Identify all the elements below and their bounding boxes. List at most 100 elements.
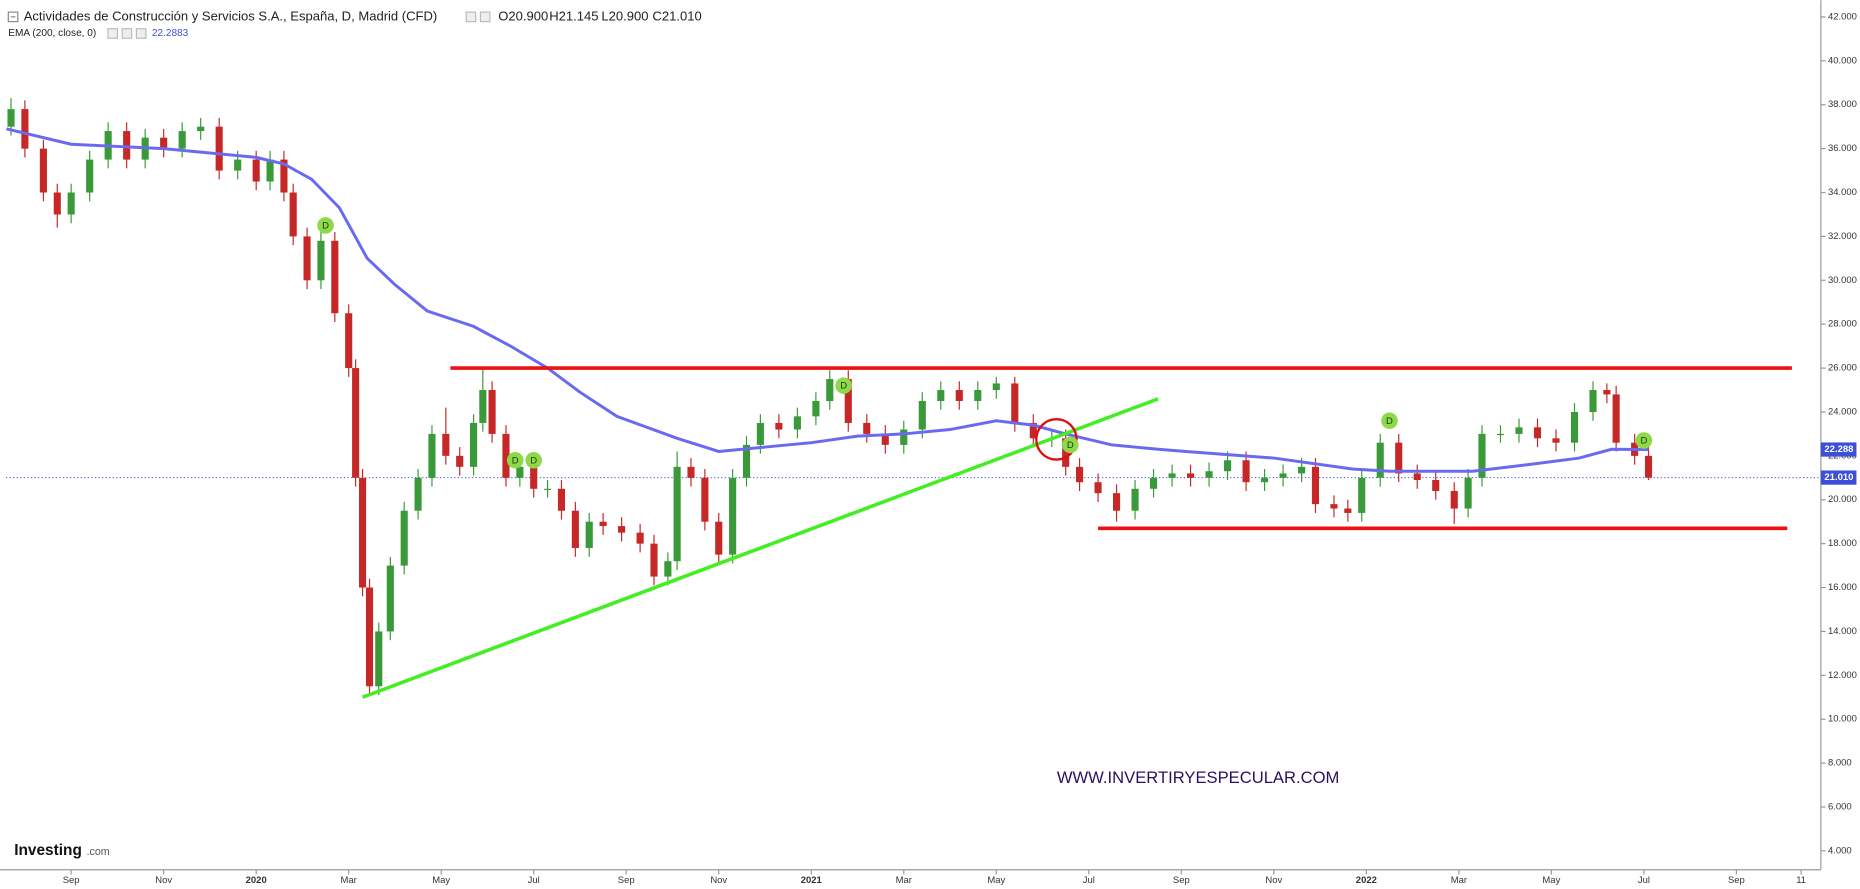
candle-body xyxy=(479,390,487,423)
x-tick-label: Jul xyxy=(1638,875,1650,886)
candle-body xyxy=(331,240,339,314)
candle-body xyxy=(178,131,186,149)
settings-icon[interactable] xyxy=(465,11,477,23)
candle-body xyxy=(585,521,593,549)
candle-body xyxy=(21,109,29,149)
indicator-value: 22.2883 xyxy=(152,28,189,39)
candle-body xyxy=(937,390,945,401)
x-tick-label: 11 xyxy=(1796,875,1806,886)
ema-line xyxy=(6,127,1649,473)
candle-body xyxy=(266,159,274,182)
candle-body xyxy=(557,488,566,511)
candle-body xyxy=(1450,490,1458,509)
y-tick-label: 12.000 xyxy=(1828,670,1857,681)
candle-body xyxy=(1376,442,1384,478)
candle-body xyxy=(345,313,353,369)
candle-body xyxy=(1150,477,1158,489)
candle-body xyxy=(1029,422,1037,439)
y-tick-label: 30.000 xyxy=(1828,275,1857,286)
candle-body xyxy=(687,466,695,478)
candle-body xyxy=(1168,473,1176,478)
dividend-marker-label: D xyxy=(1386,416,1393,427)
candle-body xyxy=(1242,460,1250,483)
y-tick-label: 34.000 xyxy=(1828,187,1857,198)
candle-body xyxy=(530,466,538,489)
chart-title: Actividades de Construcción y Servicios … xyxy=(24,8,438,23)
ohlc-open: O20.900 xyxy=(498,8,548,23)
x-tick-label: 2022 xyxy=(1356,875,1377,886)
candle-body xyxy=(599,521,607,527)
indicator-icon[interactable] xyxy=(121,28,133,39)
candle-body xyxy=(992,383,1000,391)
dividend-marker xyxy=(835,377,852,394)
candle-body xyxy=(1062,438,1070,467)
x-tick-label: Jul xyxy=(528,875,540,886)
candle-body xyxy=(571,510,579,549)
candle-body xyxy=(1113,493,1121,511)
x-tick-label: Sep xyxy=(63,875,80,886)
y-tick-label: 38.000 xyxy=(1828,99,1857,110)
price-label-box xyxy=(1820,442,1857,457)
candle-body xyxy=(428,433,436,478)
x-tick-label: Mar xyxy=(341,875,357,886)
x-tick-label: Sep xyxy=(618,875,635,886)
candle-body xyxy=(1533,427,1542,439)
candle-body xyxy=(442,433,450,456)
candle-body xyxy=(775,422,783,430)
dividend-marker-label: D xyxy=(512,455,519,466)
candle-body xyxy=(197,126,205,132)
candle-body xyxy=(280,159,288,193)
annotation-circle xyxy=(1035,418,1078,461)
candle-body xyxy=(516,466,524,478)
candle-body xyxy=(1644,455,1653,478)
close-icon[interactable] xyxy=(479,11,491,23)
annotation-line xyxy=(361,397,1159,699)
watermark: WWW.INVERTIRYESPECULAR.COM xyxy=(1057,768,1339,787)
candle-body xyxy=(359,477,367,588)
indicator-icon[interactable] xyxy=(135,28,147,39)
y-tick-label: 42.000 xyxy=(1828,11,1857,22)
candle-body xyxy=(1330,504,1338,509)
candle-body xyxy=(1589,390,1597,412)
y-tick-label: 26.000 xyxy=(1828,363,1857,374)
candle-body xyxy=(715,521,723,555)
dividend-marker xyxy=(506,451,524,469)
candle-body xyxy=(1094,482,1102,494)
price-label: 21.010 xyxy=(1824,472,1853,483)
candle-body xyxy=(1552,438,1560,443)
dividend-marker-label: D xyxy=(1067,440,1074,451)
indicator-icon[interactable] xyxy=(107,28,119,39)
dividend-marker-label: D xyxy=(840,381,847,392)
y-tick-label: 4.000 xyxy=(1828,845,1852,856)
candle-body xyxy=(289,192,297,237)
candle-body xyxy=(618,526,626,533)
dividend-marker xyxy=(317,217,334,234)
candle-body xyxy=(1075,466,1084,483)
candle-body xyxy=(7,109,15,127)
y-tick-label: 20.000 xyxy=(1828,494,1857,505)
indicator-name: EMA (200, close, 0) xyxy=(8,28,96,39)
x-tick-label: Nov xyxy=(155,875,172,886)
y-tick-label: 6.000 xyxy=(1828,801,1852,812)
collapse-icon[interactable] xyxy=(7,11,19,23)
candle-body xyxy=(955,390,963,401)
dividend-marker xyxy=(525,451,543,469)
candle-body xyxy=(863,422,871,434)
dividend-marker-label: D xyxy=(322,221,329,232)
candle-body xyxy=(1413,473,1421,481)
candle-body xyxy=(352,368,360,478)
candle-body xyxy=(1496,433,1505,436)
ohlc-high: H21.145 xyxy=(549,8,598,23)
dividend-marker xyxy=(1381,412,1398,430)
x-tick-label: 2021 xyxy=(801,875,822,886)
candle-body xyxy=(400,510,408,566)
candle-body xyxy=(844,379,852,423)
candle-body xyxy=(756,422,764,445)
candle-body xyxy=(673,466,681,562)
candle-body xyxy=(1224,460,1232,472)
y-tick-label: 16.000 xyxy=(1828,582,1857,593)
candle-body xyxy=(1515,427,1523,434)
candle-body xyxy=(86,159,94,193)
candle-body xyxy=(123,131,131,160)
